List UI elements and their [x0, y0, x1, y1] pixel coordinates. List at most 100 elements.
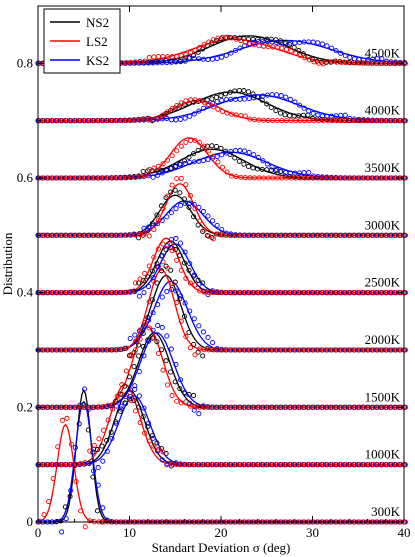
- data-point-LS2: [402, 118, 409, 124]
- data-point-LS2: [187, 345, 193, 351]
- data-point-KS2: [145, 338, 152, 344]
- data-point-KS2: [191, 316, 197, 322]
- data-point-KS2: [306, 108, 312, 114]
- data-point-KS2: [278, 93, 284, 99]
- data-point-KS2: [306, 169, 312, 176]
- data-point-KS2: [205, 156, 211, 163]
- data-point-LS2: [91, 442, 97, 449]
- data-point-NS2: [158, 347, 165, 353]
- data-point-LS2: [155, 163, 161, 169]
- data-point-NS2: [140, 343, 146, 350]
- data-point-LS2: [137, 420, 143, 426]
- data-point-NS2: [131, 398, 137, 404]
- data-point-NS2: [99, 443, 105, 449]
- data-point-LS2: [206, 102, 212, 108]
- data-point-LS2: [73, 478, 79, 485]
- data-point-KS2: [292, 99, 298, 105]
- data-point-LS2: [183, 334, 189, 340]
- series-line-LS2-4000K: [38, 99, 404, 122]
- data-point-LS2: [160, 449, 166, 455]
- data-point-LS2: [165, 382, 171, 388]
- data-point-KS2: [159, 170, 165, 176]
- data-point-NS2: [195, 222, 201, 228]
- data-point-LS2: [224, 169, 230, 175]
- data-point-KS2: [237, 96, 243, 102]
- data-point-NS2: [168, 189, 174, 195]
- data-point-KS2: [187, 159, 193, 166]
- data-point-KS2: [164, 115, 170, 121]
- data-point-KS2: [246, 149, 252, 155]
- data-point-LS2: [192, 352, 198, 358]
- data-point-KS2: [173, 163, 179, 169]
- data-point-LS2: [197, 346, 203, 352]
- legend: NS2 LS2 KS2: [43, 8, 121, 74]
- data-point-KS2: [182, 249, 188, 255]
- data-point-NS2: [190, 214, 197, 220]
- data-point-KS2: [132, 332, 138, 338]
- data-point-KS2: [118, 406, 124, 412]
- data-point-KS2: [178, 240, 184, 246]
- data-point-LS2: [215, 35, 221, 41]
- y-axis-label: Distribution: [0, 232, 15, 295]
- data-point-LS2: [224, 110, 230, 116]
- data-point-KS2: [68, 488, 74, 494]
- data-point-LS2: [137, 174, 143, 180]
- data-point-LS2: [155, 350, 161, 356]
- data-point-LS2: [174, 176, 180, 182]
- data-point-LS2: [219, 164, 226, 170]
- data-point-KS2: [214, 99, 220, 105]
- data-point-KS2: [191, 407, 197, 413]
- data-point-NS2: [136, 342, 142, 348]
- temperature-label: 300K: [371, 504, 401, 519]
- data-point-LS2: [201, 227, 207, 233]
- data-point-LS2: [183, 182, 189, 188]
- data-point-LS2: [87, 518, 93, 524]
- data-point-KS2: [182, 300, 188, 306]
- data-point-LS2: [315, 60, 322, 66]
- data-point-LS2: [146, 263, 152, 269]
- data-point-LS2: [128, 352, 134, 358]
- data-point-KS2: [159, 324, 165, 331]
- data-point-KS2: [141, 290, 147, 296]
- data-point-LS2: [242, 39, 248, 45]
- temperature-label: 2500K: [365, 275, 401, 290]
- data-point-LS2: [169, 248, 175, 254]
- data-point-NS2: [163, 358, 169, 364]
- data-point-NS2: [172, 105, 178, 111]
- data-point-NS2: [108, 429, 114, 435]
- data-point-LS2: [274, 44, 280, 51]
- data-point-NS2: [62, 504, 68, 510]
- data-point-KS2: [113, 421, 120, 427]
- data-point-NS2: [94, 508, 101, 514]
- data-point-LS2: [155, 115, 161, 121]
- data-point-NS2: [154, 339, 160, 345]
- data-point-KS2: [191, 272, 197, 278]
- temperature-group-2500K: [35, 235, 409, 299]
- data-point-KS2: [173, 117, 179, 123]
- y-tick-label: 0.2: [17, 399, 33, 414]
- data-point-LS2: [165, 242, 171, 248]
- data-point-KS2: [196, 158, 202, 164]
- data-point-KS2: [100, 505, 106, 511]
- data-point-LS2: [187, 193, 193, 199]
- data-point-KS2: [223, 150, 229, 156]
- legend-label-NS2: NS2: [86, 15, 109, 30]
- data-point-NS2: [204, 346, 210, 352]
- series-line-LS2-2000K: [38, 269, 404, 351]
- data-point-LS2: [128, 288, 134, 294]
- data-point-LS2: [192, 97, 198, 103]
- data-point-LS2: [123, 368, 129, 374]
- data-point-LS2: [192, 137, 198, 144]
- series-line-LS2-3500K: [38, 137, 404, 179]
- data-point-LS2: [137, 231, 143, 238]
- data-point-LS2: [169, 280, 175, 286]
- data-point-KS2: [251, 95, 257, 101]
- data-point-LS2: [293, 50, 299, 56]
- x-axis-label: Standart Deviation σ (deg): [152, 540, 291, 555]
- data-point-LS2: [183, 399, 189, 405]
- data-point-KS2: [155, 264, 161, 270]
- series-line-NS2-1500K: [38, 332, 404, 408]
- data-point-LS2: [123, 289, 129, 295]
- temperature-label: 3500K: [365, 160, 401, 175]
- data-point-NS2: [104, 437, 110, 444]
